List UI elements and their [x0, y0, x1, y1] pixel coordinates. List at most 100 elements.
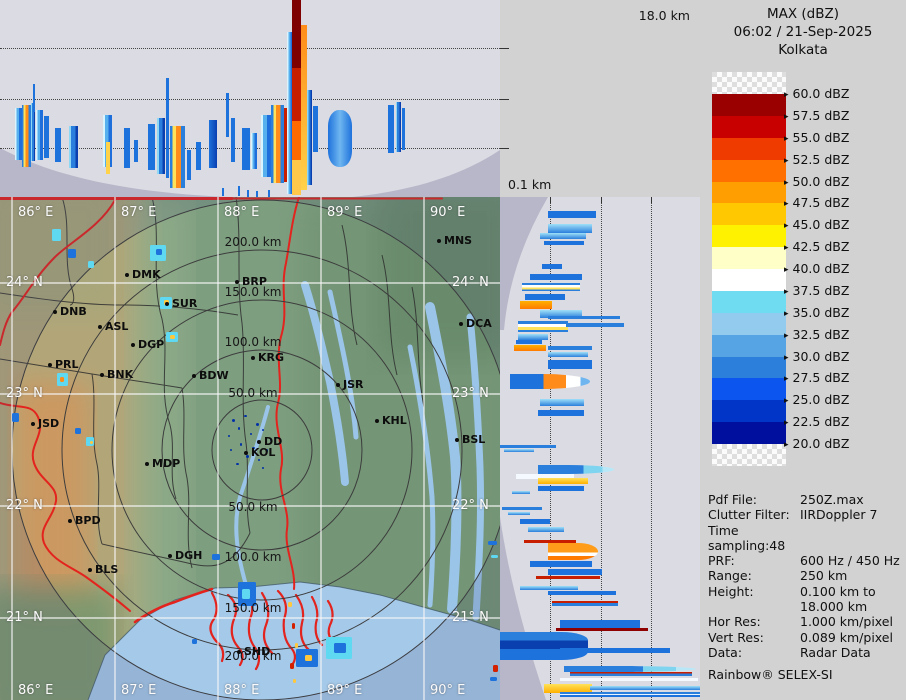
legend-tick-arrow: ▸	[784, 221, 789, 232]
legend-color-band	[712, 400, 786, 423]
info-value: IIRDoppler 7	[800, 507, 878, 523]
station-dot	[53, 309, 57, 314]
station-dot	[88, 567, 92, 572]
echo-bar	[148, 124, 155, 170]
station-marker: BRP	[235, 271, 267, 290]
station-marker: BDW	[192, 365, 229, 384]
echo-bar	[548, 352, 588, 357]
echo-speck	[156, 249, 162, 255]
legend-entry-label: 55.0 dBZ	[792, 129, 850, 145]
xz-height-gridline	[0, 148, 500, 149]
echo-speck	[232, 419, 235, 422]
echo-bar	[520, 586, 578, 590]
echo-speck	[305, 655, 312, 661]
echo-speck	[493, 665, 498, 672]
legend-entry: ▸ 47.5 dBZ	[784, 195, 849, 211]
echo-bar	[328, 110, 352, 167]
echo-bar	[15, 108, 22, 160]
echo-bar	[520, 519, 550, 524]
station-dot	[131, 342, 135, 347]
station-dot	[48, 362, 52, 367]
echo-bar	[209, 120, 217, 168]
echo-speck	[244, 415, 247, 417]
echo-bar	[548, 543, 598, 560]
echo-bar	[271, 105, 284, 183]
longitude-label: 87° E	[121, 205, 157, 220]
latlon-grid	[0, 197, 500, 700]
info-label: Range:	[708, 568, 752, 584]
legend-color-band	[712, 247, 786, 269]
echo-bar	[510, 374, 590, 389]
station-marker: SHD	[237, 641, 270, 660]
echo-bar	[22, 105, 31, 167]
info-row: Vert Res: 0.089 km/pixel	[708, 630, 902, 645]
echo-bar	[388, 105, 394, 153]
echo-speck	[170, 335, 175, 339]
legend-entry: ▸ 60.0 dBZ	[784, 86, 849, 102]
echo-speck	[242, 589, 250, 599]
legend-entry-label: 35.0 dBZ	[792, 304, 850, 320]
echo-bar	[242, 128, 250, 170]
min-height-label: 0.1 km	[508, 177, 552, 192]
echo-bar	[556, 628, 648, 631]
echo-bar	[226, 93, 229, 137]
echo-bar	[55, 128, 61, 162]
echo-speck	[75, 428, 81, 434]
echo-bar	[518, 321, 568, 332]
echo-bar	[560, 620, 640, 628]
echo-speck	[230, 449, 232, 451]
legend-entry: ▸ 42.5 dBZ	[784, 239, 849, 255]
station-dot	[336, 382, 340, 387]
info-rows: Pdf File: 250Z.max Clutter Filter: IIRDoppl…	[708, 492, 902, 660]
legend-tick-arrow: ▸	[784, 265, 789, 275]
legend-entry: ▸ 37.5 dBZ	[784, 283, 849, 299]
station-marker: BSL	[455, 429, 485, 448]
station-label: KOL	[251, 446, 276, 459]
station-dot	[459, 321, 463, 326]
legend-color-band	[712, 115, 786, 138]
range-ring-label: 50.0 km	[228, 500, 278, 514]
echo-bar	[548, 569, 602, 575]
echo-speck	[240, 443, 242, 446]
echo-bar	[524, 540, 576, 543]
info-row: Time sampling:48	[708, 523, 902, 554]
legend-entry-label: 45.0 dBZ	[792, 217, 850, 233]
legend-tick-arrow: ▸	[784, 111, 789, 122]
legend-tick-arrow: ▸	[784, 90, 789, 100]
legend-color-band	[712, 356, 786, 379]
axis-tick	[651, 197, 652, 203]
legend-entry-label: 57.5 dBZ	[792, 107, 850, 123]
legend-tick-arrow: ▸	[784, 286, 789, 297]
station-dot	[257, 439, 261, 444]
echo-bar	[548, 316, 620, 319]
station-dot	[251, 355, 255, 360]
echo-bar	[166, 78, 169, 178]
yz-height-gridline	[601, 197, 602, 700]
echo-bar	[522, 283, 580, 291]
range-ring	[161, 349, 363, 551]
echo-speck	[236, 463, 239, 465]
legend-tick-arrow: ▸	[784, 199, 789, 210]
max-height-label: 18.0 km	[638, 8, 690, 23]
station-dot	[31, 421, 35, 426]
info-value: Radar Data	[800, 644, 871, 660]
echo-speck	[246, 455, 249, 458]
legend-color-band	[712, 269, 786, 291]
echo-bar	[500, 445, 556, 448]
station-dot	[235, 279, 239, 284]
station-marker: SUR	[165, 293, 197, 312]
legend-color-band	[712, 312, 786, 335]
echo-bar	[525, 294, 565, 300]
station-label: SUR	[172, 297, 198, 310]
legend-swatch-overflow-low	[712, 444, 786, 466]
scan-datetime: 06:02 / 21-Sep-2025	[733, 24, 873, 40]
echo-bar	[170, 126, 185, 188]
echo-bar	[157, 118, 165, 174]
echo-bar	[566, 323, 624, 327]
station-marker: DCA	[459, 313, 492, 332]
station-dot	[68, 518, 72, 523]
legend-color-band	[712, 137, 786, 160]
legend-entry-label: 37.5 dBZ	[792, 282, 850, 298]
latitude-label: 22° N	[452, 498, 489, 513]
info-row: Data: Radar Data	[708, 645, 902, 660]
